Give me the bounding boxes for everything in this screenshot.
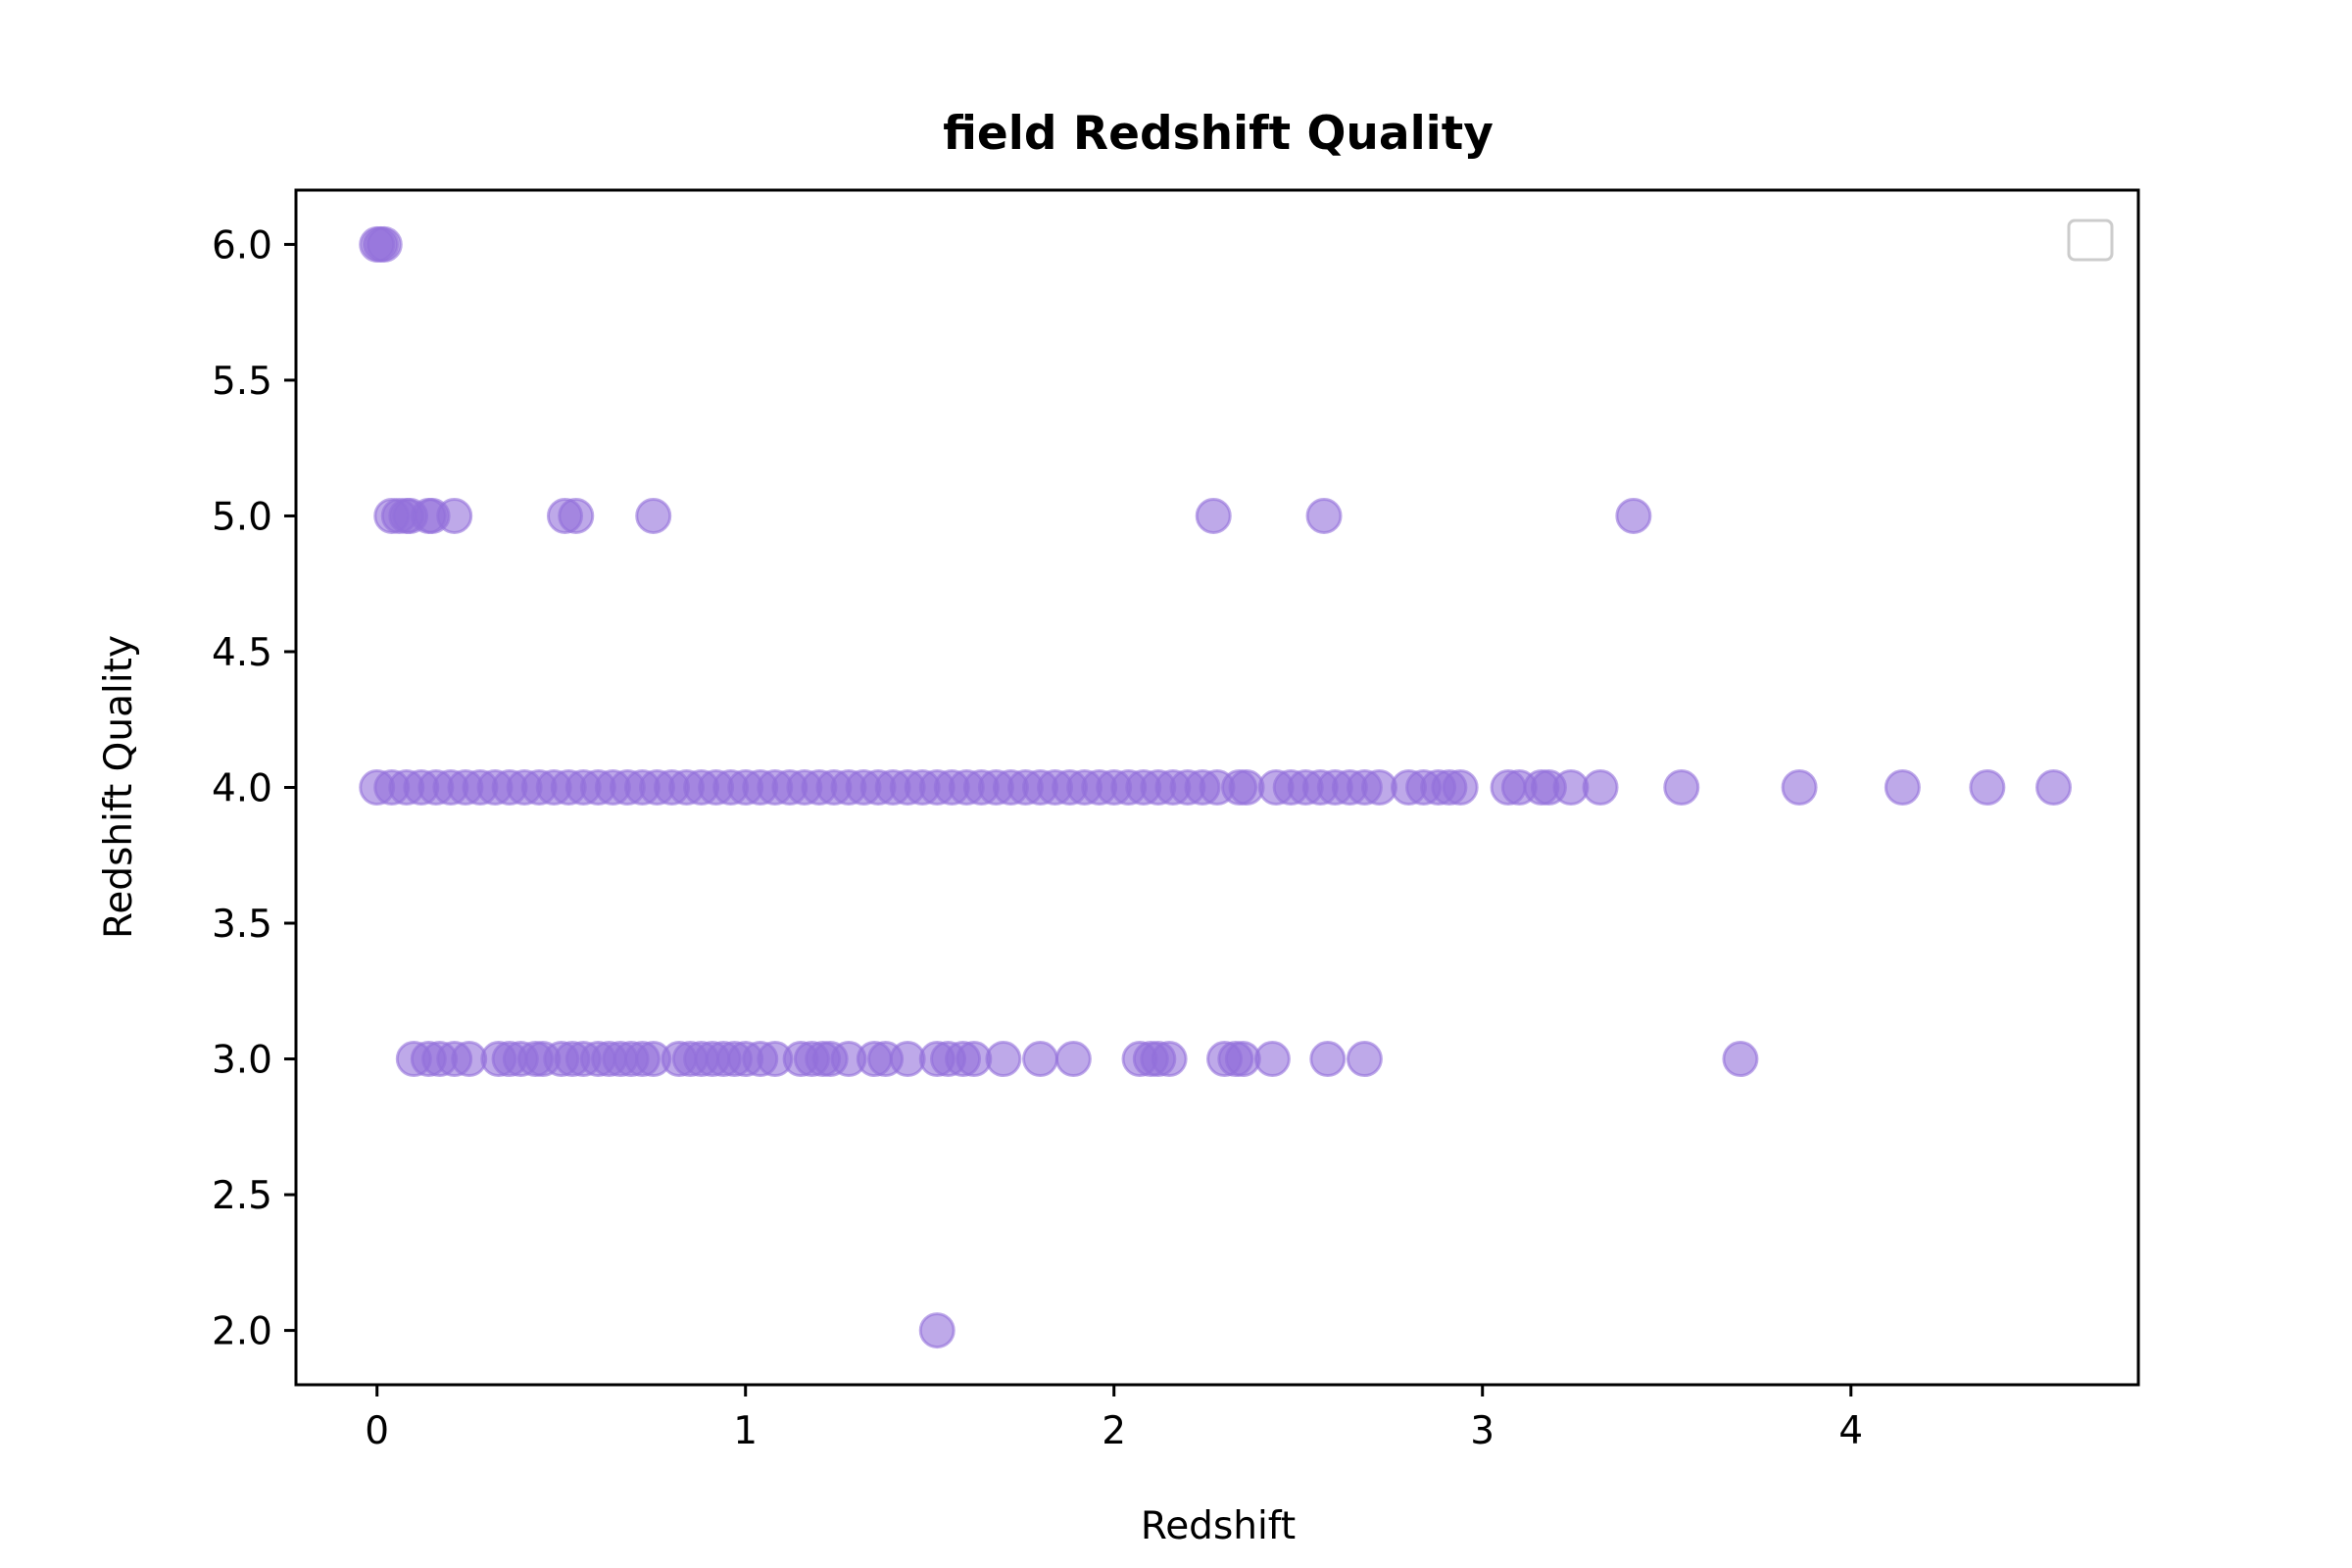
scatter-point-95 xyxy=(1663,769,1700,806)
y-axis-label: Redshift Quality xyxy=(97,635,141,939)
scatter-point-11 xyxy=(558,497,595,534)
scatter-point-142 xyxy=(1054,1041,1092,1078)
y-tick-label-2: 3.0 xyxy=(212,1039,272,1083)
x-tick-label-0: 0 xyxy=(365,1409,389,1453)
x-tick-label-4: 4 xyxy=(1838,1409,1863,1453)
scatter-point-88 xyxy=(1442,769,1479,806)
scatter-point-152 xyxy=(1346,1041,1383,1078)
scatter-point-12 xyxy=(635,497,672,534)
x-tick-label-1: 1 xyxy=(733,1409,758,1453)
scatter-point-94 xyxy=(1582,769,1619,806)
scatter-point-140 xyxy=(985,1041,1022,1078)
scatter-point-13 xyxy=(1195,497,1232,534)
scatter-point-96 xyxy=(1781,769,1818,806)
y-tick-label-8: 6.0 xyxy=(212,223,272,268)
scatter-point-154 xyxy=(918,1312,956,1349)
scatter-point-98 xyxy=(1969,769,2006,806)
scatter-point-141 xyxy=(1022,1041,1059,1078)
scatter-point-15 xyxy=(1615,497,1652,534)
y-axis: 2.0 2.5 3.0 3.5 4.0 4.5 5.0 5.5 6.0 xyxy=(212,223,296,1354)
chart-title: field Redshift Quality xyxy=(943,107,1494,161)
marker-layer xyxy=(359,225,2073,1349)
scatter-point-151 xyxy=(1309,1041,1347,1078)
y-tick-label-1: 2.5 xyxy=(212,1174,272,1218)
y-tick-label-0: 2.0 xyxy=(212,1310,272,1354)
x-tick-label-2: 2 xyxy=(1102,1409,1126,1453)
x-axis-label: Redshift xyxy=(1141,1504,1296,1548)
y-tick-label-5: 4.5 xyxy=(212,631,272,675)
scatter-point-2 xyxy=(366,225,403,263)
scatter-point-97 xyxy=(1884,769,1921,806)
scatter-point-153 xyxy=(1722,1041,1759,1078)
y-tick-label-7: 5.5 xyxy=(212,360,272,404)
y-tick-label-3: 3.5 xyxy=(212,903,272,947)
y-tick-label-4: 4.0 xyxy=(212,767,272,811)
legend-box xyxy=(2067,219,2114,262)
scatter-point-99 xyxy=(2035,769,2073,806)
x-axis: 0 1 2 3 4 xyxy=(365,1385,1863,1453)
x-tick-label-3: 3 xyxy=(1470,1409,1494,1453)
scatter-point-146 xyxy=(1151,1041,1188,1078)
y-tick-label-6: 5.0 xyxy=(212,495,272,539)
scatter-point-9 xyxy=(436,497,473,534)
scatter-point-14 xyxy=(1305,497,1343,534)
scatter-point-150 xyxy=(1253,1041,1291,1078)
